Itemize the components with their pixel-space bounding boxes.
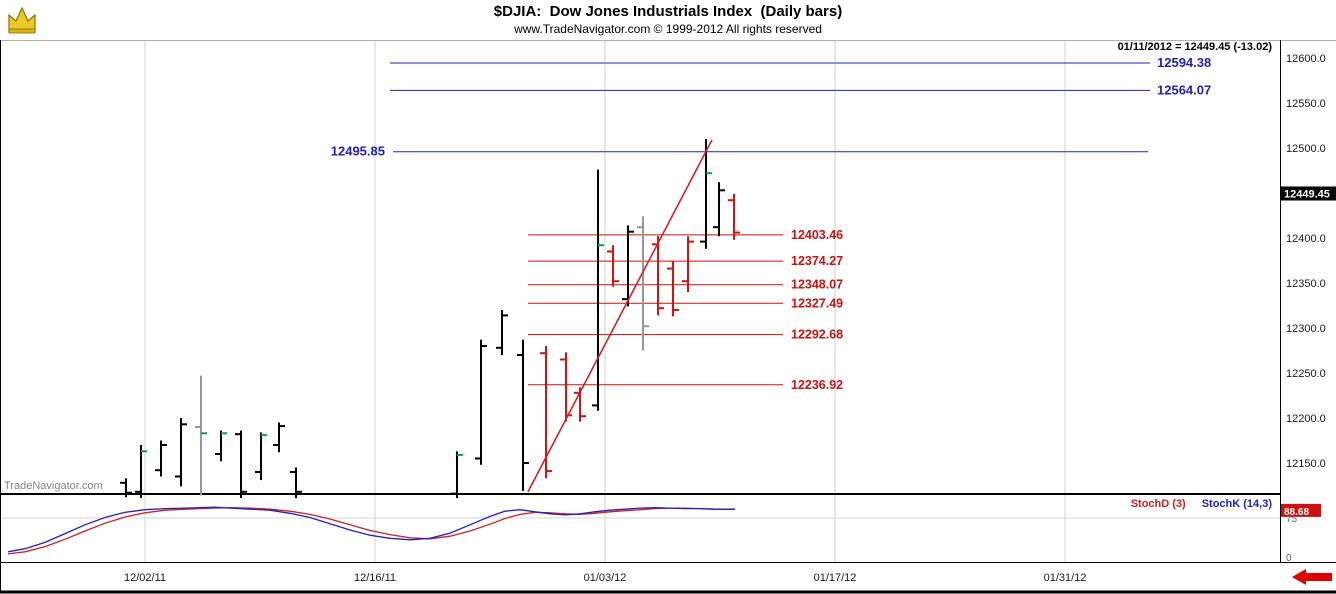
svg-text:12594.38: 12594.38 <box>1157 55 1211 70</box>
svg-text:12300.0: 12300.0 <box>1286 323 1326 335</box>
scroll-left-arrow-icon <box>1292 569 1332 585</box>
red-level-lines: 12403.46 12374.27 12348.07 12327.49 12292.68… <box>528 228 843 392</box>
svg-text:12348.07: 12348.07 <box>791 278 843 292</box>
stochastic-legend: StochD (3) StochK (14,3) <box>1131 498 1272 510</box>
svg-text:12200.0: 12200.0 <box>1286 413 1326 425</box>
plot-borders <box>0 40 1336 594</box>
grid-lines <box>0 40 1280 562</box>
svg-text:0: 0 <box>1286 553 1292 564</box>
trend-line <box>527 139 713 493</box>
stochastic-panel <box>7 506 735 555</box>
price-axis-labels: 12600.0 12550.0 12500.0 12400.0 12350.0 12300… <box>1286 53 1326 470</box>
svg-text:12400.0: 12400.0 <box>1286 233 1326 245</box>
stochd-label: StochD (3) <box>1130 498 1186 510</box>
stoch-value-box: 88.68 <box>1281 503 1321 518</box>
scroll-left-arrow-button[interactable] <box>1291 568 1333 588</box>
logo-base <box>8 28 36 34</box>
svg-text:12600.0: 12600.0 <box>1286 53 1326 65</box>
last-price-box: 12449.45 <box>1281 186 1336 201</box>
price-bars <box>120 139 740 499</box>
svg-text:12495.85: 12495.85 <box>331 144 385 159</box>
app-logo <box>8 6 36 34</box>
stoch-d-line <box>7 506 735 555</box>
stochk-label: StochK (14,3) <box>1201 498 1272 510</box>
chart-subtitle: www.TradeNavigator.com © 1999-2012 All r… <box>514 22 822 36</box>
svg-text:12/16/11: 12/16/11 <box>354 572 396 584</box>
last-quote-readout: 01/11/2012 = 12449.45 (-13.02) <box>1117 41 1272 53</box>
svg-text:12/02/11: 12/02/11 <box>124 572 166 584</box>
svg-text:12250.0: 12250.0 <box>1286 368 1326 380</box>
svg-text:12292.68: 12292.68 <box>791 328 843 342</box>
stoch-k-line <box>7 506 735 553</box>
svg-text:12150.0: 12150.0 <box>1286 458 1326 470</box>
svg-text:12564.07: 12564.07 <box>1157 82 1211 97</box>
svg-text:01/31/12: 01/31/12 <box>1044 572 1087 584</box>
watermark-text: TradeNavigator.com <box>4 480 103 492</box>
svg-text:12236.92: 12236.92 <box>791 378 843 392</box>
svg-text:01/03/12: 01/03/12 <box>584 572 627 584</box>
svg-text:12374.27: 12374.27 <box>791 254 843 268</box>
svg-text:12449.45: 12449.45 <box>1284 188 1330 200</box>
svg-text:12500.0: 12500.0 <box>1286 143 1326 155</box>
svg-text:75: 75 <box>1286 514 1298 525</box>
svg-text:01/17/12: 01/17/12 <box>814 572 857 584</box>
svg-text:88.68: 88.68 <box>1284 507 1309 518</box>
chart-title: $DJIA: Dow Jones Industrials Index (Dail… <box>493 3 843 20</box>
date-axis-labels: 12/02/11 12/16/11 01/03/12 01/17/12 01/31/12 <box>124 572 1086 584</box>
svg-text:12403.46: 12403.46 <box>791 228 843 242</box>
stoch-axis-labels: 75 0 <box>1286 514 1298 564</box>
svg-text:12550.0: 12550.0 <box>1286 98 1326 110</box>
blue-level-lines: 12594.38 12564.07 12495.85 <box>331 55 1211 159</box>
svg-text:12350.0: 12350.0 <box>1286 278 1326 290</box>
svg-text:12327.49: 12327.49 <box>791 296 843 310</box>
